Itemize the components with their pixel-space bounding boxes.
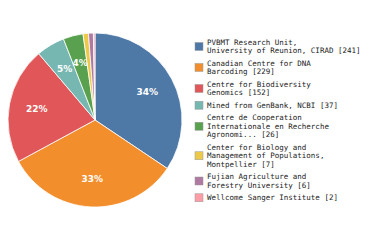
legend-entry: PVBMT Research Unit,University of Reunio… xyxy=(195,38,361,56)
legend-swatch xyxy=(195,194,203,202)
legend-swatch xyxy=(195,43,203,51)
legend-label: Centre de CooperationInternationale en R… xyxy=(207,113,329,139)
legend: PVBMT Research Unit,University of Reunio… xyxy=(195,38,361,203)
legend-swatch xyxy=(195,152,203,160)
legend-label-line: Montpellier [7] xyxy=(207,160,275,169)
legend-swatch xyxy=(195,85,203,93)
legend-label: Fujian Agriculture andForestry Universit… xyxy=(207,172,311,190)
legend-label: Mined from GenBank, NCBI [37] xyxy=(207,101,338,110)
legend-entry: Wellcome Sanger Institute [2] xyxy=(195,193,338,202)
pie-slice xyxy=(88,33,95,120)
data-label: 34% xyxy=(136,87,158,97)
data-label: 4% xyxy=(72,58,87,68)
pie xyxy=(8,33,182,207)
legend-label-line: Barcoding [229] xyxy=(207,67,275,76)
legend-label-line: Forestry University [6] xyxy=(207,181,311,190)
pie-slice xyxy=(63,34,95,120)
pie-slice xyxy=(93,33,95,120)
legend-label: Centre for BiodiversityGenomics [152] xyxy=(207,80,311,98)
legend-label: Canadian Centre for DNABarcoding [229] xyxy=(207,59,311,77)
legend-label-line: Genomics [152] xyxy=(207,88,270,97)
legend-entry: Canadian Centre for DNABarcoding [229] xyxy=(195,59,311,77)
legend-swatch xyxy=(195,64,203,72)
legend-entry: Fujian Agriculture andForestry Universit… xyxy=(195,172,311,190)
legend-label-line: Agronomi... [26] xyxy=(207,130,279,139)
data-label: 22% xyxy=(26,104,48,114)
chart: 34% 33% 22% 5%4% PVBMT Research Unit,Univers… xyxy=(0,0,380,240)
legend-swatch xyxy=(195,101,203,109)
legend-swatch xyxy=(195,122,203,130)
legend-label-line: Mined from GenBank, NCBI [37] xyxy=(207,101,338,110)
data-label: 5% xyxy=(57,64,72,74)
pie-slice xyxy=(83,33,95,120)
legend-entry: Centre for BiodiversityGenomics [152] xyxy=(195,80,311,98)
data-labels: 34% 33% 22% 5%4% xyxy=(26,58,158,184)
legend-label-line: Wellcome Sanger Institute [2] xyxy=(207,193,338,202)
legend-entry: Mined from GenBank, NCBI [37] xyxy=(195,101,338,110)
legend-swatch xyxy=(195,177,203,185)
data-label: 33% xyxy=(81,174,103,184)
legend-label: Wellcome Sanger Institute [2] xyxy=(207,193,338,202)
legend-entry: Centre de CooperationInternationale en R… xyxy=(195,113,329,139)
legend-label: Center for Biology andManagement of Popu… xyxy=(207,143,324,169)
legend-label-line: University of Reunion, CIRAD [241] xyxy=(207,46,361,55)
legend-label: PVBMT Research Unit,University of Reunio… xyxy=(207,38,361,56)
legend-entry: Center for Biology andManagement of Popu… xyxy=(195,143,324,169)
